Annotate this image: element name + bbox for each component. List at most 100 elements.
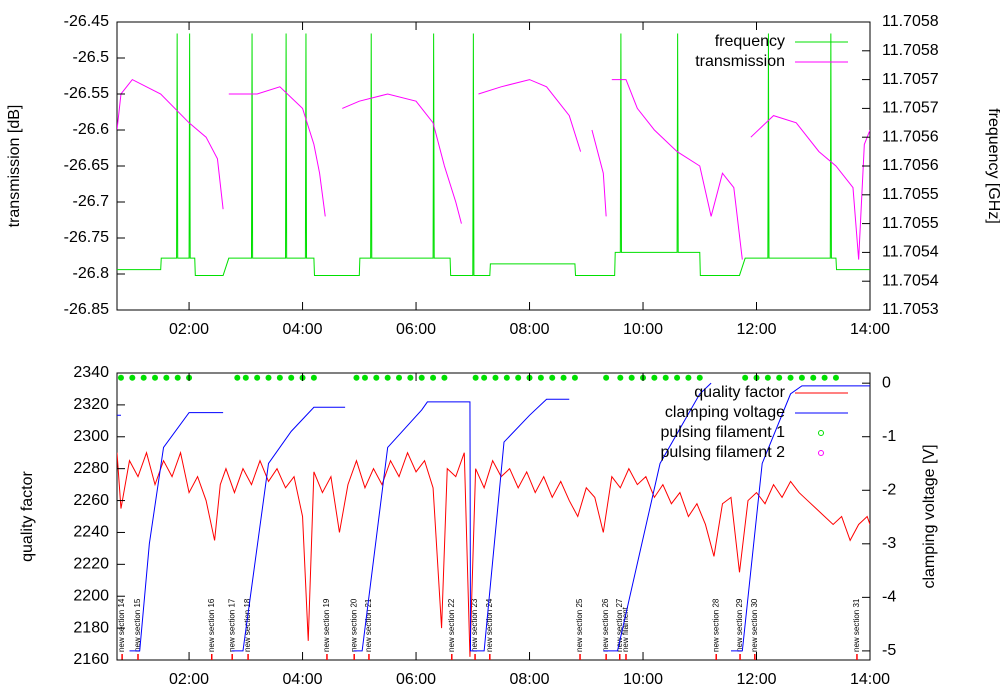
point xyxy=(353,374,360,381)
legend-label: transmission xyxy=(695,53,785,70)
annotation: new section 17 xyxy=(227,598,236,652)
point xyxy=(617,374,624,381)
point xyxy=(787,374,794,381)
y-tick-label: 2280 xyxy=(73,460,109,477)
annotation: new section 14 xyxy=(117,598,126,652)
y2-tick-label: 11.7055 xyxy=(882,215,939,232)
legend-label: frequency xyxy=(715,33,785,50)
point xyxy=(515,374,522,381)
legend-marker xyxy=(818,430,824,436)
point xyxy=(310,374,317,381)
y2-axis-label: frequency [GHz] xyxy=(985,108,1000,224)
y-tick-label: -26.8 xyxy=(73,265,110,282)
annotation: new section 24 xyxy=(485,598,494,652)
point xyxy=(361,374,368,381)
line xyxy=(117,78,870,260)
point xyxy=(265,374,272,381)
annotation: new section 27 xyxy=(615,598,624,652)
x-tick-label: 12:00 xyxy=(736,321,776,338)
point xyxy=(821,374,828,381)
y2-tick-label: 0 xyxy=(882,374,891,391)
y-tick-label: -26.75 xyxy=(64,229,109,246)
annotation: new section 16 xyxy=(207,598,216,652)
x-tick-label: 08:00 xyxy=(510,671,550,688)
y-tick-label: 2340 xyxy=(73,364,109,381)
legend-label: clamping voltage xyxy=(665,404,785,421)
point xyxy=(288,374,295,381)
x-tick-label: 14:00 xyxy=(850,321,890,338)
point xyxy=(560,374,567,381)
y2-tick-label: 11.7058 xyxy=(882,13,939,30)
y2-tick-label: -3 xyxy=(882,535,896,552)
y2-tick-label: 11.7054 xyxy=(882,244,939,261)
point xyxy=(662,374,669,381)
y2-tick-label: 11.7056 xyxy=(882,128,939,145)
annotation: new section 21 xyxy=(364,598,373,652)
y2-tick-label: 11.7056 xyxy=(882,157,939,174)
annotation: new section 31 xyxy=(852,598,861,652)
y-tick-label: 2200 xyxy=(73,587,109,604)
y-tick-label: -26.55 xyxy=(64,85,109,102)
y-tick-label: 2180 xyxy=(73,619,109,636)
y-tick-label: 2260 xyxy=(73,492,109,509)
annotation: new section 25 xyxy=(575,598,584,652)
point xyxy=(472,374,479,381)
y-tick-label: -26.5 xyxy=(73,49,110,66)
point xyxy=(537,374,544,381)
annotation: new section 23 xyxy=(470,598,479,652)
x-tick-label: 06:00 xyxy=(396,671,436,688)
legend-marker xyxy=(818,450,824,456)
x-tick-label: 14:00 xyxy=(850,671,890,688)
line xyxy=(117,450,870,657)
annotation: new section 19 xyxy=(322,598,331,652)
y-tick-label: 2220 xyxy=(73,556,109,573)
point xyxy=(685,374,692,381)
legend-label: pulsing filament 1 xyxy=(660,424,785,441)
y2-tick-label: 11.7057 xyxy=(882,71,939,88)
point xyxy=(492,374,499,381)
y-axis-label: quality factor xyxy=(19,470,36,561)
x-tick-label: 12:00 xyxy=(736,671,776,688)
annotation: new section 15 xyxy=(133,598,142,652)
plot-area: new section 14 new section 15 new section … xyxy=(117,374,870,660)
y-tick-label: -26.6 xyxy=(73,121,110,138)
point xyxy=(234,374,241,381)
y2-tick-label: -4 xyxy=(882,589,896,606)
point xyxy=(628,374,635,381)
line xyxy=(117,382,870,652)
annotation: new filament xyxy=(621,606,630,652)
point xyxy=(810,374,817,381)
plot-frame xyxy=(116,372,871,661)
point xyxy=(276,374,283,381)
point xyxy=(430,374,437,381)
point xyxy=(776,374,783,381)
point xyxy=(373,374,380,381)
point xyxy=(152,374,159,381)
x-tick-label: 02:00 xyxy=(169,671,209,688)
point xyxy=(407,374,414,381)
point xyxy=(140,374,147,381)
point xyxy=(832,374,839,381)
point xyxy=(742,374,749,381)
x-tick-label: 08:00 xyxy=(510,321,550,338)
point xyxy=(603,374,610,381)
y-tick-label: -26.65 xyxy=(64,157,109,174)
y2-tick-label: 11.7057 xyxy=(882,100,939,117)
point xyxy=(396,374,403,381)
x-tick-label: 10:00 xyxy=(623,671,663,688)
annotation: new section 28 xyxy=(711,598,720,652)
annotation: new section 22 xyxy=(447,598,456,652)
point xyxy=(764,374,771,381)
y-tick-label: -26.7 xyxy=(73,193,110,210)
y2-tick-label: 11.7055 xyxy=(882,186,939,203)
x-tick-label: 02:00 xyxy=(169,321,209,338)
point xyxy=(503,374,510,381)
y-tick-label: 2300 xyxy=(73,428,109,445)
point xyxy=(674,374,681,381)
y-tick-label: 2160 xyxy=(73,651,109,668)
line xyxy=(117,33,870,276)
point xyxy=(696,374,703,381)
point xyxy=(481,374,488,381)
point xyxy=(571,374,578,381)
